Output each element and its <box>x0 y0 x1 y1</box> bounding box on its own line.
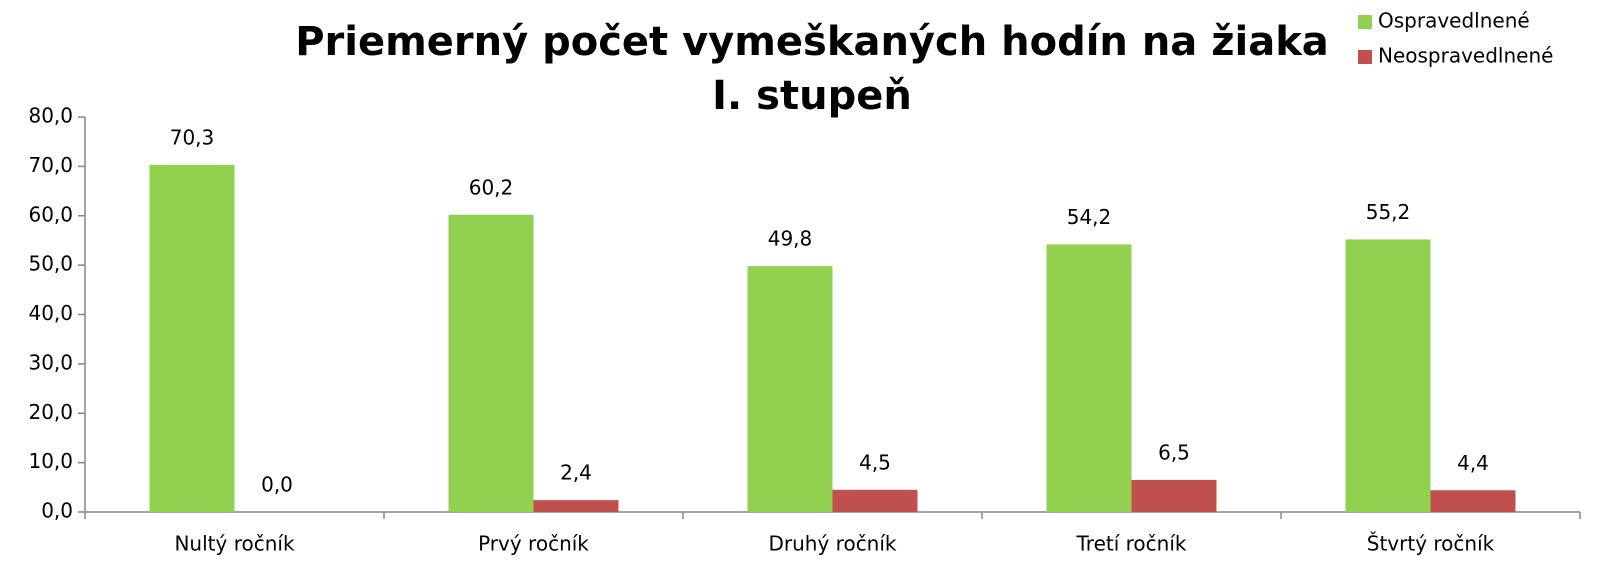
legend-label: Neospravedlnené <box>1378 44 1553 68</box>
bar <box>1131 479 1217 512</box>
x-tick-label: Tretí ročník <box>1076 532 1187 556</box>
bar <box>832 489 918 512</box>
y-tick-label: 20,0 <box>28 400 73 424</box>
bar <box>747 266 833 512</box>
legend-label: Ospravedlnené <box>1378 9 1530 33</box>
data-label: 4,4 <box>1457 451 1489 475</box>
x-tick-label: Prvý ročník <box>478 532 589 556</box>
bar <box>533 500 619 512</box>
data-label: 4,5 <box>859 450 891 474</box>
x-tick-label: Štvrtý ročník <box>1367 532 1495 556</box>
data-label: 54,2 <box>1067 205 1112 229</box>
data-label: 49,8 <box>768 227 813 251</box>
legend-swatch <box>1358 50 1372 64</box>
data-label: 2,4 <box>560 461 592 485</box>
y-tick-label: 80,0 <box>28 104 73 128</box>
bar <box>1046 244 1132 512</box>
y-tick-label: 0,0 <box>41 499 73 523</box>
x-tick-label: Druhý ročník <box>769 532 897 556</box>
chart-title: Priemerný počet vymeškaných hodín na žia… <box>295 19 1329 65</box>
y-tick-label: 50,0 <box>28 252 73 276</box>
bar <box>149 164 235 513</box>
data-label: 6,5 <box>1158 440 1190 464</box>
data-label: 55,2 <box>1366 200 1411 224</box>
y-tick-label: 40,0 <box>28 301 73 325</box>
bar <box>448 214 534 512</box>
bar <box>1345 239 1431 512</box>
data-label: 0,0 <box>261 473 293 497</box>
bar <box>1430 490 1516 512</box>
y-tick-label: 10,0 <box>28 449 73 473</box>
y-tick-label: 60,0 <box>28 202 73 226</box>
data-label: 70,3 <box>170 125 215 149</box>
y-tick-label: 30,0 <box>28 350 73 374</box>
legend-swatch <box>1358 15 1372 29</box>
data-label: 60,2 <box>469 175 514 199</box>
chart-subtitle: I. stupeň <box>712 73 912 119</box>
x-tick-label: Nultý ročník <box>174 532 294 556</box>
y-tick-label: 70,0 <box>28 153 73 177</box>
